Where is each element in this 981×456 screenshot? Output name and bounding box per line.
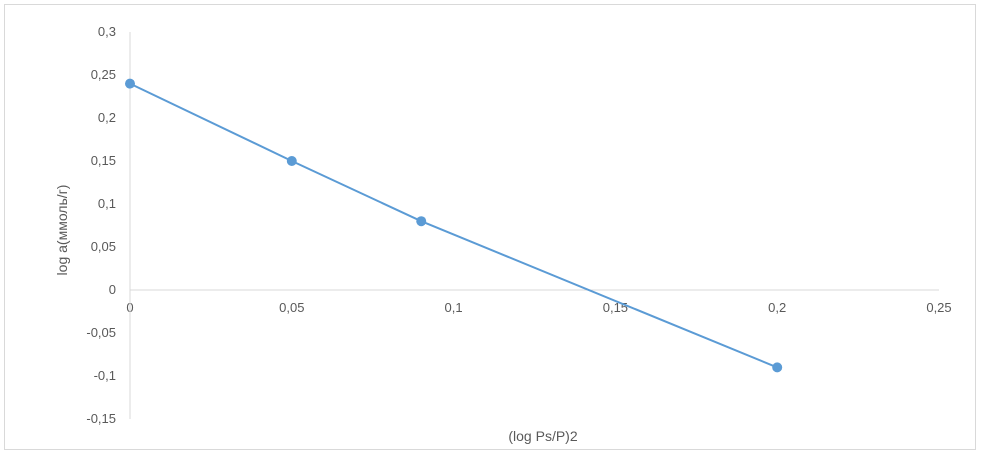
series-line — [129, 82, 778, 369]
data-point — [772, 362, 783, 373]
chart-area: 0,3 0,25 0,2 0,15 0,1 0,05 0 -0,05 -0,1 -0,15 0 0,… — [4, 4, 976, 450]
x-axis-title: (log Ps/P)2 — [508, 428, 577, 444]
x-tick-labels: 00,050,10,150,20,25 — [126, 300, 951, 315]
x-tick-label: 0,05 — [279, 300, 304, 315]
x-tick-label: 0,1 — [445, 300, 463, 315]
y-tick-label: -0,15 — [86, 411, 116, 426]
y-tick-label: 0,3 — [98, 24, 116, 39]
y-tick-label: 0,2 — [98, 110, 116, 125]
x-tick-label: 0,2 — [768, 300, 786, 315]
y-tick-label: -0,05 — [86, 325, 116, 340]
data-point — [416, 216, 427, 227]
y-tick-label: -0,1 — [94, 368, 116, 383]
data-point — [286, 156, 297, 166]
x-tick-label: 0,15 — [603, 300, 628, 315]
y-tick-label: 0 — [109, 282, 116, 297]
y-tick-label: 0,25 — [91, 67, 116, 82]
y-tick-label: 0,05 — [91, 239, 116, 254]
data-points — [125, 78, 783, 373]
x-tick-label: 0,25 — [926, 300, 951, 315]
data-point — [125, 78, 135, 89]
y-tick-label: 0,1 — [98, 196, 116, 211]
y-tick-label: 0,15 — [91, 153, 116, 168]
scatter-chart: 0,3 0,25 0,2 0,15 0,1 0,05 0 -0,05 -0,1 -0,15 0 0,… — [54, 24, 952, 444]
y-axis-title: log a(ммоль/г) — [54, 185, 70, 276]
y-tick-labels: 0,3 0,25 0,2 0,15 0,1 0,05 0 -0,05 -0,1 -0,15 — [86, 24, 116, 426]
